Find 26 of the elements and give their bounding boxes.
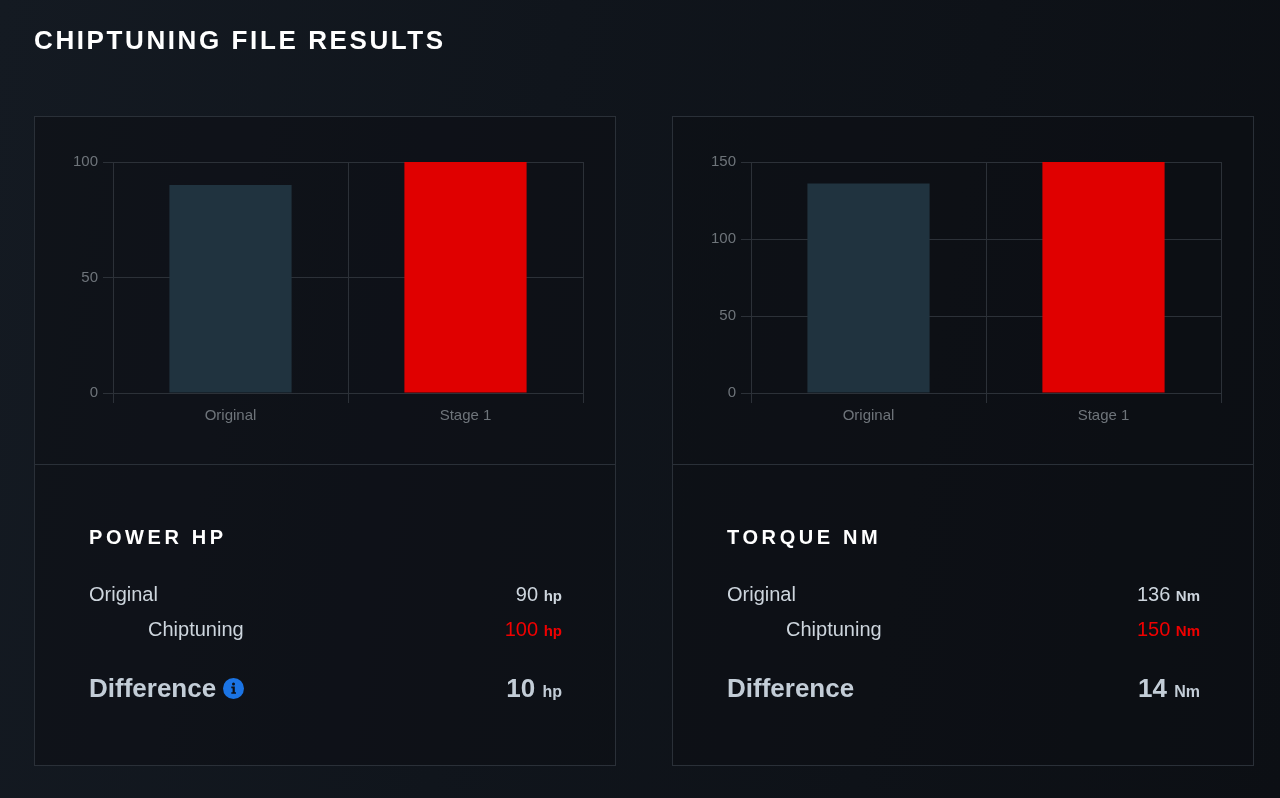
text: Difference [727,673,855,703]
text: Original [89,583,158,605]
y-tick-label: 100 [710,229,736,247]
text: 14 Nm [1138,673,1200,703]
chart-title: CHIPTUNING FILE RESULTS [34,24,446,56]
y-tick-label: 100 [72,152,98,170]
text: Difference [89,673,217,703]
text: 10 hp [506,673,562,703]
x-tick-label: Stage 1 [439,406,492,424]
x-tick-label: Original [204,406,257,424]
y-tick-label: 0 [89,383,98,401]
y-tick-label: 50 [719,306,736,324]
text: 150 Nm [1136,618,1200,640]
text: 100 hp [504,618,562,640]
text: 90 hp [515,583,562,605]
y-tick-label: 150 [710,152,736,170]
text: TORQUE NM [727,525,882,549]
text: 136 Nm [1136,583,1200,605]
text: POWER HP [89,525,227,549]
x-tick-label: Original [842,406,895,424]
text: Chiptuning [148,618,244,640]
x-tick-label: Stage 1 [1077,406,1130,424]
y-tick-label: 50 [81,267,98,285]
text: Original [727,583,796,605]
text: Chiptuning [786,618,882,640]
y-tick-label: 0 [727,383,736,401]
